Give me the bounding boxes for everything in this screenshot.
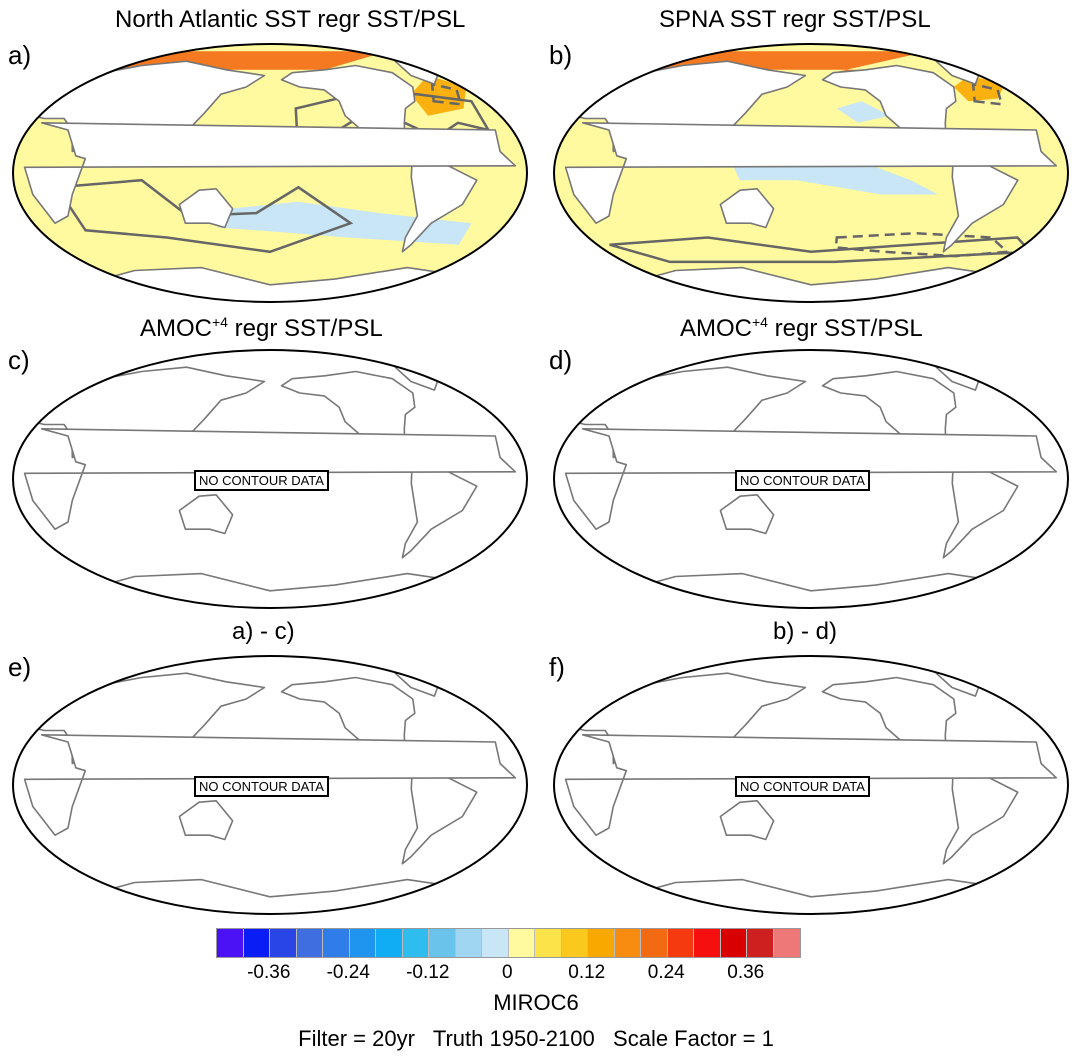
colorbar-box-8 [429,929,456,957]
positive-sst-region [410,75,467,116]
map-panel-f [553,655,1069,915]
panel-a-title: North Atlantic SST regr SST/PSL [115,6,466,33]
colorbar-box-17 [667,929,694,957]
colorbar-box-21 [773,929,800,957]
map-content [554,656,1068,914]
panel-d-title: AMOC+4 regr SST/PSL [680,314,923,343]
panel-d-letter: d) [549,345,573,375]
landmass-africa [564,122,1058,224]
map-border [12,655,528,915]
colorbar [216,928,801,958]
colorbar-box-2 [270,929,297,957]
colorbar-box-15 [614,929,641,957]
colorbar-tick-label: 0.24 [647,962,685,983]
panel-c-title-main: AMOC [140,315,212,342]
landmass-australia [178,188,234,229]
panel-b-title: SPNA SST regr SST/PSL [659,6,931,33]
colorbar-tick-label: 0.36 [727,962,765,983]
model-name: MIROC6 [493,990,579,1015]
no-contour-label-d: NO CONTOUR DATA [735,470,870,491]
panel-b-letter: b) [549,40,573,70]
colorbar-box-9 [455,929,482,957]
panel-c-title-sup: +4 [212,314,228,330]
map-content [554,350,1068,608]
landmass-africa [23,734,517,836]
panel-e-letter: e) [8,652,32,682]
map-content [13,44,527,302]
landmass-australia [719,188,775,229]
map-border [12,349,528,609]
colorbar-box-5 [349,929,376,957]
negative-sst-region [836,101,891,123]
psl-contour [430,82,463,106]
landmass-africa [564,734,1058,836]
landmass-australia [719,800,775,841]
colorbar-box-0 [217,929,244,957]
colorbar-tick-label: -0.24 [326,962,370,983]
colorbar-box-13 [561,929,588,957]
colorbar-box-20 [747,929,774,957]
no-contour-label-e: NO CONTOUR DATA [194,776,329,797]
colorbar-box-19 [720,929,747,957]
landmass-africa [23,122,517,224]
panel-d-title-main: AMOC [680,315,752,342]
panel-e-title: a) - c) [232,618,295,645]
colorbar-box-14 [588,929,615,957]
panel-c-title: AMOC+4 regr SST/PSL [140,314,383,343]
psl-contour [54,178,354,254]
landmass-australia [178,494,234,535]
map-panel-d [553,349,1069,609]
map-panel-b [553,43,1069,303]
landmass-australia [178,800,234,841]
colorbar-box-4 [323,929,350,957]
colorbar-box-3 [296,929,323,957]
colorbar-tick-label: -0.36 [247,962,291,983]
map-content [554,44,1068,302]
colorbar-tick-label: -0.12 [406,962,450,983]
landmass-africa [564,428,1058,530]
colorbar-box-1 [243,929,270,957]
no-contour-label-f: NO CONTOUR DATA [735,776,870,797]
no-contour-label-c: NO CONTOUR DATA [194,470,329,491]
map-panel-e [12,655,528,915]
panel-c-title-rest: regr SST/PSL [227,315,383,342]
map-border [553,349,1069,609]
psl-contour [609,236,1034,264]
panel-a-letter: a) [8,40,32,70]
colorbar-tick-label: 0 [501,962,513,983]
map-panel-a [12,43,528,303]
colorbar-box-6 [376,929,403,957]
colorbar-box-18 [694,929,721,957]
colorbar-box-11 [508,929,535,957]
filter-caption: Filter = 20yr Truth 1950-2100 Scale Fact… [298,1026,774,1051]
colorbar-box-10 [482,929,509,957]
landmass-africa [23,428,517,530]
panel-d-title-rest: regr SST/PSL [767,315,923,342]
map-border [12,43,528,303]
psl-contour [971,82,1004,106]
map-border [553,655,1069,915]
panel-f-letter: f) [549,652,565,682]
psl-contour [834,231,1011,258]
colorbar-tick-label: 0.12 [568,962,606,983]
panel-d-title-sup: +4 [752,314,768,330]
map-border [553,43,1069,303]
colorbar-box-12 [535,929,562,957]
colorbar-box-7 [402,929,429,957]
colorbar-box-16 [641,929,668,957]
panel-c-letter: c) [8,345,30,375]
landmass-australia [719,494,775,535]
map-content [13,656,527,914]
panel-f-title: b) - d) [773,618,838,645]
